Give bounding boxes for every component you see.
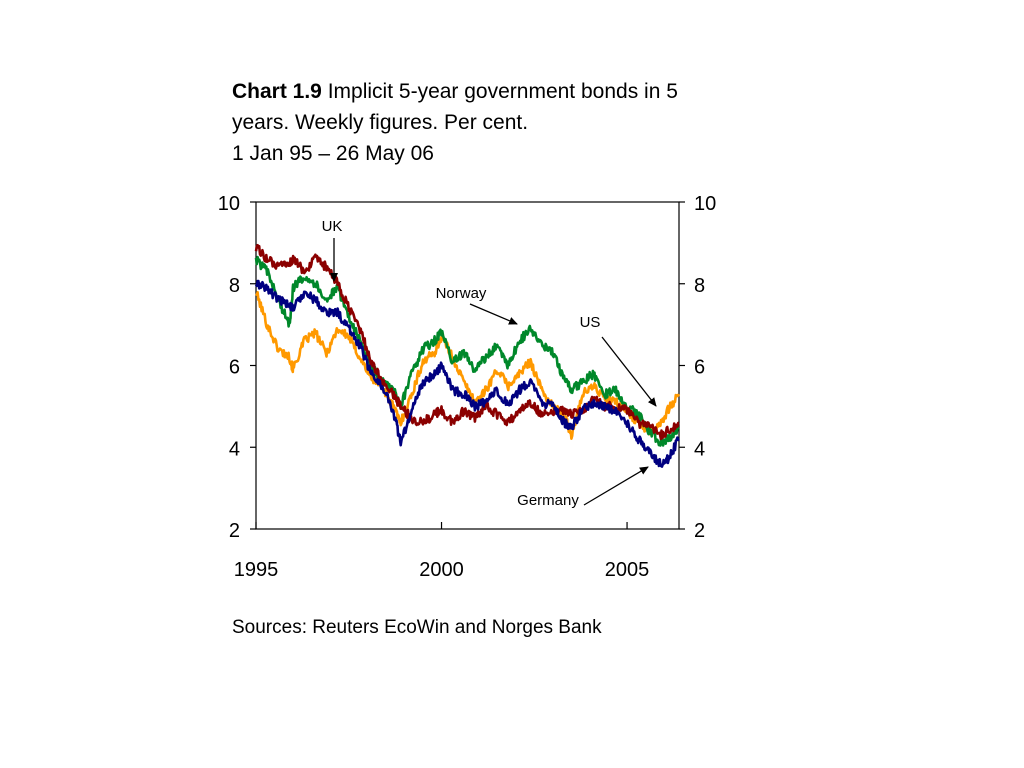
annotation-us: US bbox=[580, 314, 657, 407]
chart-number: Chart 1.9 bbox=[232, 80, 322, 103]
annotation-norway-arrow bbox=[469, 303, 518, 325]
y-tick-label-right: 2 bbox=[694, 520, 705, 542]
plot-area bbox=[255, 201, 680, 530]
annotation-us-arrow bbox=[601, 336, 657, 407]
y-tick-label-left: 2 bbox=[229, 520, 240, 542]
y-tick-label-right: 4 bbox=[694, 438, 705, 460]
annotation-uk: UK bbox=[322, 218, 343, 282]
tick-labels: 10 10 8 8 6 6 4 4 2 2 1995 2000 2005 bbox=[218, 193, 717, 581]
annotation-norway-label: Norway bbox=[436, 285, 487, 302]
series-line-germany bbox=[254, 279, 680, 468]
title-line-2: years. Weekly figures. Per cent. bbox=[232, 111, 529, 134]
annotation-norway: Norway bbox=[436, 285, 518, 325]
annotation-uk-label: UK bbox=[322, 218, 343, 235]
x-tick-label: 2005 bbox=[605, 559, 650, 581]
y-tick-label-left: 8 bbox=[229, 275, 240, 297]
series-layer bbox=[254, 243, 681, 468]
y-tick-label-left: 10 bbox=[218, 193, 240, 215]
axis-ticks bbox=[250, 201, 685, 530]
title-text: Implicit 5-year government bonds in 5 bbox=[327, 80, 678, 103]
y-tick-label-right: 10 bbox=[694, 193, 716, 215]
chart-title: Chart 1.9 Implicit 5-year government bon… bbox=[232, 76, 702, 169]
title-line-3: 1 Jan 95 – 26 May 06 bbox=[232, 142, 434, 165]
y-tick-label-left: 6 bbox=[229, 357, 240, 379]
annotation-us-label: US bbox=[580, 314, 601, 331]
x-tick-label: 1995 bbox=[234, 559, 279, 581]
annotation-germany-label: Germany bbox=[517, 492, 579, 509]
annotation-germany-arrow bbox=[583, 466, 649, 506]
x-tick-label: 2000 bbox=[419, 559, 464, 581]
source-note: Sources: Reuters EcoWin and Norges Bank bbox=[232, 617, 602, 638]
y-tick-label-right: 6 bbox=[694, 357, 705, 379]
annotation-germany: Germany bbox=[517, 466, 649, 509]
y-tick-label-right: 8 bbox=[694, 275, 705, 297]
series-line-us bbox=[255, 291, 681, 440]
title-line-1: Chart 1.9 Implicit 5-year government bon… bbox=[232, 76, 702, 107]
series-line-norway bbox=[254, 255, 680, 447]
y-tick-label-left: 4 bbox=[229, 438, 240, 460]
